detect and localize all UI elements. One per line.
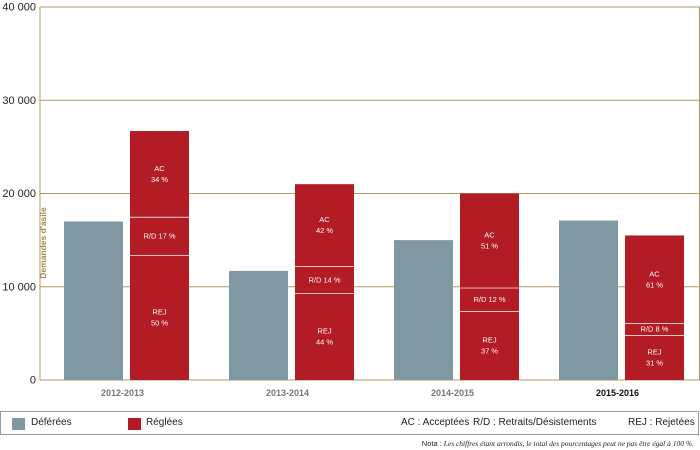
settled-segment-ac [460,193,519,288]
segment-label-name: AC [154,164,165,173]
footnote-lead: Nota : [421,439,442,448]
legend-label-deferred: Déférées [31,417,72,428]
settled-segment-rd [130,216,189,256]
y-axis-label: Demandes d'asile [38,207,48,279]
segment-label-name: REJ [482,335,496,344]
segment-label-pct: 61 % [646,280,663,289]
bars: REJ 50 % R/D 17 % AC 34 % REJ 44 % R/D 14 % AC 42… [64,131,684,380]
x-axis-ticks: 2012-2013 2013-2014 2014-2015 2015-2016 [101,388,639,398]
segment-label-pct: 8 % [656,325,669,334]
segment-label-pct: 17 % [158,231,175,240]
legend-swatch-deferred [12,418,25,430]
y-tick-label: 30 000 [2,95,36,107]
settled-segment-rd [625,323,684,336]
segment-label-name: REJ [152,308,166,317]
legend: Déférées Réglées AC : Acceptées R/D : Re… [0,411,699,435]
legend-abbr-ac: AC : Acceptées [401,417,470,428]
x-tick-label: 2015-2016 [596,388,639,398]
settled-segment-rej [295,293,354,380]
segment-label: R/D 8 % [641,325,669,334]
segment-label-name: R/D [473,295,487,304]
settled-segment-ac [295,184,354,267]
segment-label: R/D 14 % [308,275,340,284]
deferred-bar [64,221,123,380]
settled-segment-ac [130,131,189,217]
segment-label: R/D 17 % [143,231,175,240]
segment-label-pct: 42 % [316,226,333,235]
segment-label-pct: 44 % [316,338,333,347]
legend-swatch-settled [128,418,141,430]
x-tick-label: 2013-2014 [266,388,309,398]
segment-label-name: AC [649,269,660,278]
segment-label-pct: 51 % [481,242,498,251]
segment-label-pct: 34 % [151,175,168,184]
deferred-bar [394,240,453,380]
y-tick-label: 0 [30,375,36,387]
deferred-bar [559,220,618,380]
segment-label-name: REJ [317,327,331,336]
y-axis-ticks: 0 10 000 20 000 30 000 40 000 [2,2,36,387]
segment-label-pct: 37 % [481,346,498,355]
x-tick-label: 2014-2015 [431,388,474,398]
y-tick-label: 20 000 [2,188,36,200]
segment-label-name: AC [484,231,495,240]
segment-label-name: REJ [647,348,661,357]
y-tick-label: 10 000 [2,281,36,293]
legend-label-settled: Réglées [146,417,183,428]
settled-segment-rd [460,287,519,311]
settled-segment-rd [295,266,354,294]
legend-abbr-rej: REJ : Rejetées [628,417,695,428]
segment-label-name: R/D [308,275,322,284]
settled-segment-ac [625,235,684,324]
x-tick-label: 2012-2013 [101,388,144,398]
y-tick-label: 40 000 [2,2,36,14]
segment-label-name: R/D [143,231,157,240]
footnote: Nota : Les chiffres étant arrondis, le t… [422,439,694,448]
segment-label-pct: 14 % [323,275,340,284]
settled-segment-rej [625,335,684,380]
settled-segment-rej [460,310,519,380]
segment-label-name: AC [319,215,330,224]
footnote-text: Les chiffres étant arrondis, le total de… [443,439,694,448]
segment-label-pct: 50 % [151,319,168,328]
segment-label-name: R/D [641,325,655,334]
deferred-bar [229,270,288,380]
segment-label-pct: 12 % [488,295,505,304]
asylum-claims-chart: 0 10 000 20 000 30 000 40 000 Demandes d'asi… [2,2,700,398]
segment-label: R/D 12 % [473,295,505,304]
segment-label-pct: 31 % [646,359,663,368]
settled-segment-rej [130,255,189,380]
legend-abbr-rd: R/D : Retraits/Désistements [473,417,597,428]
